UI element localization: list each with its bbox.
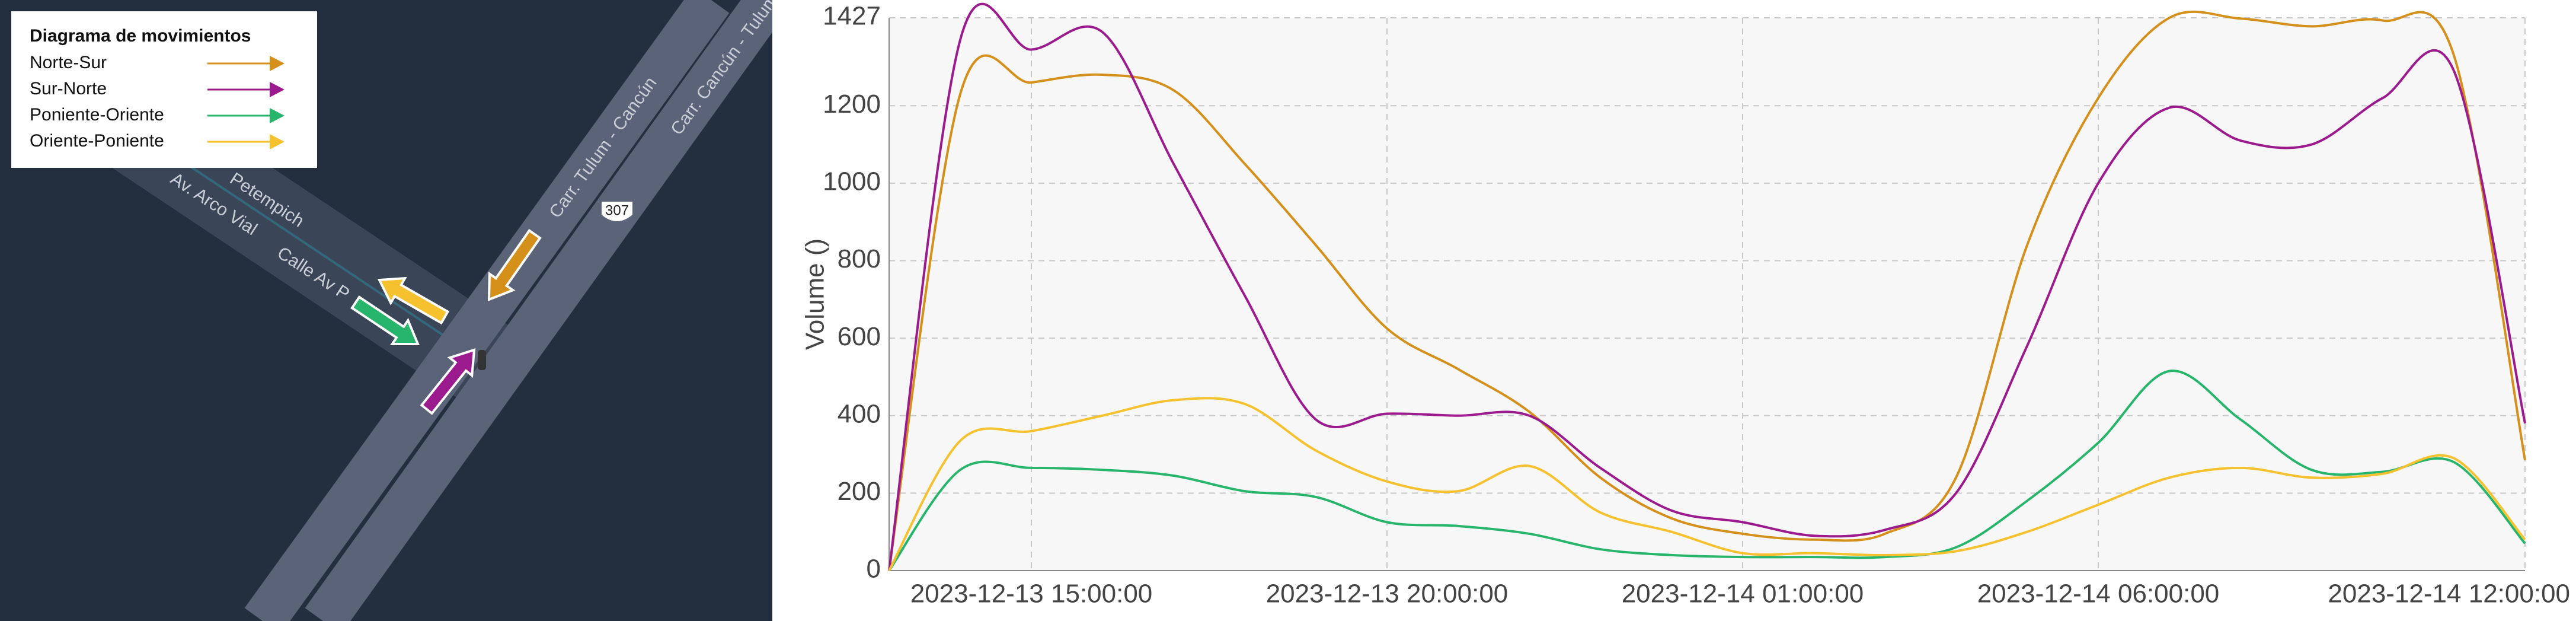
legend-label: Norte-Sur [30,53,107,72]
series-line [888,10,2526,571]
road [244,0,730,621]
legend-title: Diagrama de movimientos [30,26,251,46]
arrow-shape [420,348,476,415]
movement-arrow [377,276,450,325]
y-tick-label: 1427 [823,2,881,31]
x-tick-label: 2023-12-13 20:00:00 [1266,579,1508,609]
traffic-light [478,350,486,370]
y-axis-label: Volume () [801,238,830,350]
legend-label: Sur-Norte [30,79,107,98]
y-tick-label: 200 [838,477,881,506]
arrow-shape [377,276,450,325]
x-tick-label: 2023-12-14 01:00:00 [1622,579,1864,609]
legend: Norte-Sur Sur-Norte Poniente-Oriente Orient… [30,53,285,151]
series-line [888,397,2526,571]
x-tick-label: 2023-12-14 12:00:00 [2328,579,2570,609]
y-tick-label: 0 [867,555,881,584]
legend-label: Oriente-Poniente [30,131,164,151]
road [305,0,791,621]
movement-arrows [350,228,542,415]
route-number: 307 [605,202,629,218]
x-tick-label: 2023-12-13 15:00:00 [910,579,1153,609]
legend-arrow-head [270,108,285,123]
legend-arrow-head [270,134,285,149]
arrow-shape [487,228,542,301]
movement-arrow [350,295,420,346]
x-tick-label: 2023-12-14 06:00:00 [1977,579,2220,609]
y-tick-label: 600 [838,322,881,351]
series-line [888,370,2526,572]
y-tick-label: 400 [838,399,881,428]
movement-arrow [420,348,476,415]
y-tick-label: 1000 [823,167,881,196]
series-line [888,2,2526,571]
plot-area [889,18,2525,571]
route-shield [602,202,632,221]
arrow-shape [350,295,420,346]
movement-arrow [487,228,542,301]
legend-label: Poniente-Oriente [30,105,164,125]
y-tick-label: 800 [838,244,881,273]
legend-arrow-head [270,56,285,71]
y-tick-label: 1200 [823,90,881,119]
legend-arrow-head [270,82,285,97]
